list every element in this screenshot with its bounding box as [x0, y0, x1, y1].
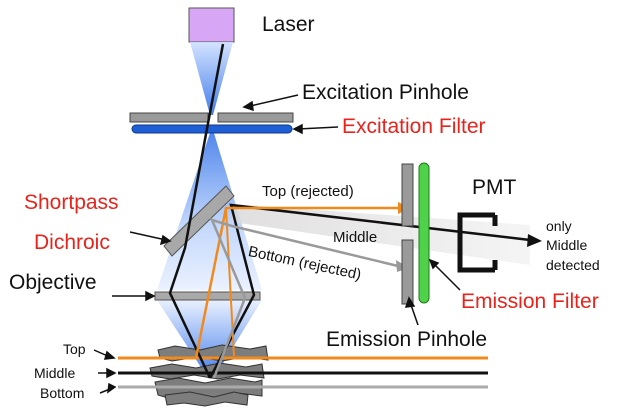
- label-only: only: [546, 218, 572, 234]
- label-excitation-pinhole: Excitation Pinhole: [302, 81, 469, 104]
- label-middle-ray: Middle: [333, 229, 378, 246]
- label-plane-bottom: Bottom: [40, 385, 85, 401]
- emission-pinhole-upper: [401, 163, 414, 227]
- dichroic-mirror: [163, 185, 235, 257]
- label-plane-middle: Middle: [34, 365, 76, 381]
- emission-pinhole-lower: [401, 239, 414, 305]
- label-objective: Objective: [9, 271, 97, 294]
- label-top-rejected: Top (rejected): [262, 183, 354, 200]
- label-pmt: PMT: [472, 176, 517, 199]
- label-emission-filter: Emission Filter: [461, 290, 599, 313]
- label-middle-detected: Middle: [546, 237, 588, 253]
- label-plane-top: Top: [63, 341, 86, 357]
- label-excitation-filter: Excitation Filter: [342, 115, 486, 138]
- label-laser: Laser: [262, 13, 315, 36]
- pointer-arrows: [93, 94, 461, 394]
- pmt-bracket: [457, 212, 495, 273]
- emission-filter: [418, 162, 430, 304]
- label-dichroic: Dichroic: [34, 231, 110, 254]
- excitation-pinhole-right: [217, 112, 294, 123]
- laser-beam: [190, 42, 233, 115]
- grey-ray: [209, 218, 399, 379]
- emission-beam: [232, 204, 530, 265]
- middle-arrow: [527, 234, 542, 247]
- excitation-pinhole-left: [129, 112, 209, 123]
- label-detected: detected: [546, 257, 600, 273]
- laser-box: [188, 7, 235, 43]
- excitation-filter: [131, 124, 293, 134]
- label-shortpass: Shortpass: [24, 191, 119, 214]
- label-emission-pinhole: Emission Pinhole: [326, 328, 488, 351]
